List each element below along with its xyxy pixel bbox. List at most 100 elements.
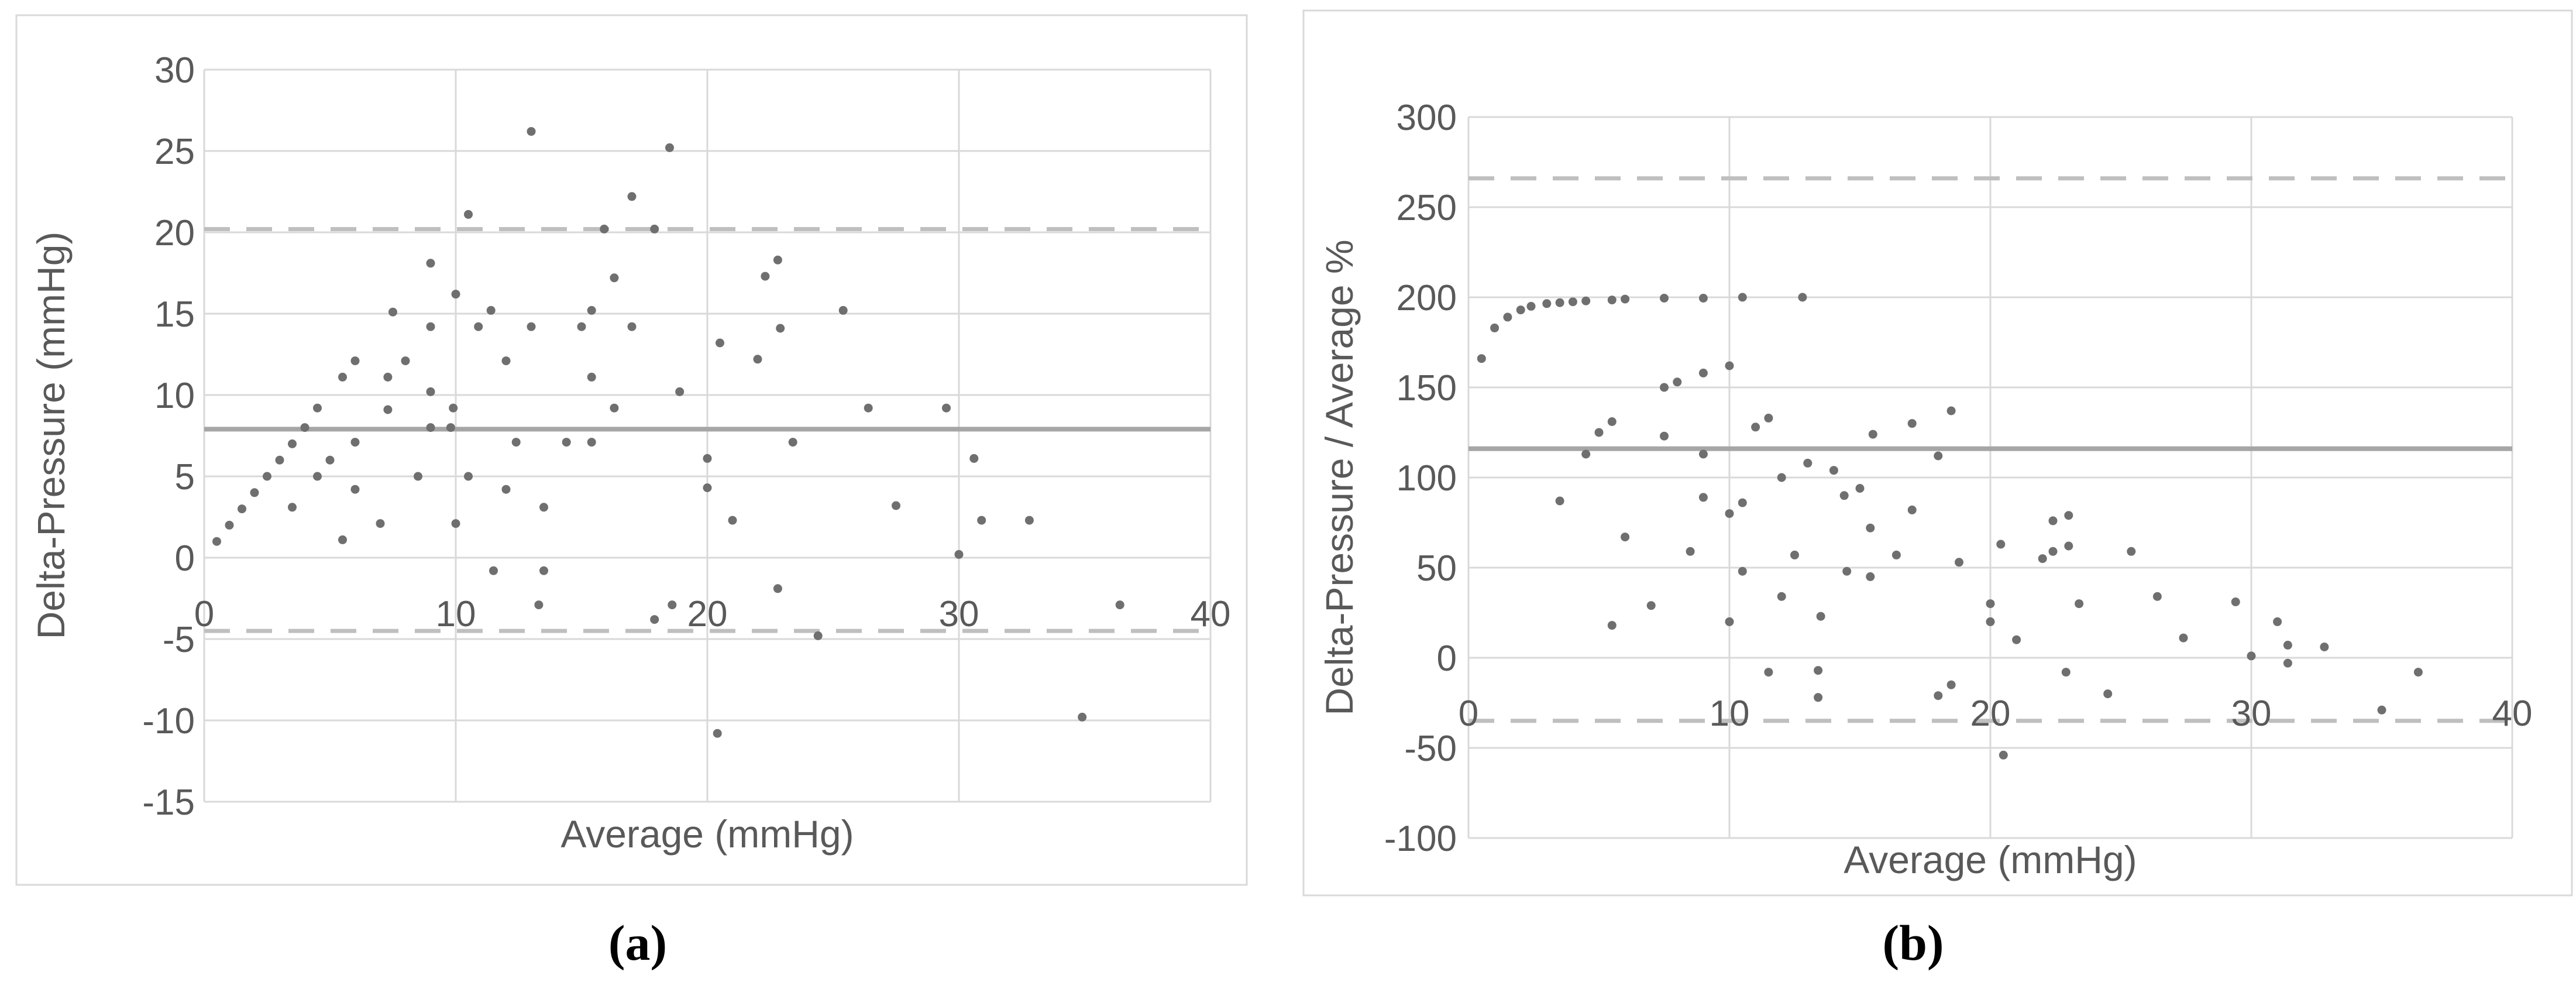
data-point	[1646, 601, 1656, 610]
data-point	[464, 472, 473, 481]
y-tick-label--100: -100	[1384, 819, 1457, 859]
data-point	[1891, 550, 1901, 559]
data-point	[489, 566, 498, 575]
data-point	[1698, 294, 1708, 303]
y-tick-label-15: 15	[154, 294, 195, 335]
y-tick-label-250: 250	[1397, 188, 1457, 228]
data-point	[451, 290, 460, 299]
data-point	[668, 600, 677, 610]
data-point	[1542, 299, 1552, 308]
data-point	[539, 503, 548, 512]
data-point	[1777, 473, 1786, 482]
data-point	[1516, 305, 1525, 315]
y-tick-label-300: 300	[1397, 98, 1457, 138]
data-point	[534, 600, 544, 610]
data-point	[527, 322, 536, 331]
y-tick-labels-b: 300 250 200 150 100 50 0 -50 -100	[1384, 98, 1457, 859]
data-point	[610, 273, 619, 283]
data-point	[1698, 449, 1708, 459]
y-tick-label--50: -50	[1404, 729, 1457, 769]
data-point	[2038, 554, 2047, 564]
data-point	[1738, 293, 1747, 302]
data-point	[501, 356, 511, 366]
data-point	[650, 615, 659, 624]
panel-a-frame	[15, 14, 1248, 886]
panel-a-x-axis-title: Average (mmHg)	[560, 812, 854, 856]
data-point	[776, 324, 785, 333]
data-point	[892, 501, 900, 510]
y-tick-label-0: 0	[175, 538, 195, 579]
data-point	[250, 488, 259, 497]
y-tick-label--15: -15	[142, 782, 195, 823]
data-point	[1738, 566, 1747, 576]
data-point	[716, 338, 724, 348]
data-point	[1790, 550, 1799, 559]
data-point	[451, 519, 460, 528]
data-point	[703, 454, 712, 463]
data-point	[2273, 617, 2282, 626]
data-point	[1996, 540, 2006, 549]
data-points-b	[1477, 293, 2423, 760]
data-point	[2377, 705, 2386, 715]
x-tick-labels-a: 0 10 20 30 40	[194, 594, 1231, 634]
data-point	[773, 584, 782, 593]
data-point	[1946, 406, 1956, 415]
data-point	[2283, 658, 2292, 668]
data-point	[627, 322, 637, 331]
panel-b-y-axis-title: Delta-Pressure / Average %	[1318, 239, 1361, 715]
data-point	[977, 516, 986, 525]
data-point	[1777, 592, 1786, 601]
data-point	[1798, 293, 1807, 302]
data-point	[511, 438, 521, 447]
data-point	[1829, 466, 1838, 475]
x-tick-label-20: 20	[687, 594, 728, 634]
data-point	[587, 305, 596, 315]
data-point	[761, 272, 770, 281]
y-tick-label--5: -5	[163, 620, 195, 660]
data-point	[728, 516, 737, 525]
data-point	[1934, 451, 1943, 461]
data-point	[665, 143, 674, 152]
y-tick-label-200: 200	[1397, 278, 1457, 318]
data-point	[1814, 666, 1823, 675]
data-point	[1814, 693, 1823, 702]
data-point	[713, 729, 722, 738]
data-point	[300, 423, 309, 432]
data-point	[388, 307, 397, 317]
data-point	[350, 356, 360, 366]
data-point	[426, 387, 435, 396]
gridlines-a	[203, 68, 1212, 803]
x-tick-label-0: 0	[1459, 693, 1478, 734]
x-tick-label-20: 20	[1970, 693, 2011, 734]
data-point	[753, 355, 762, 364]
data-point	[1986, 599, 1995, 609]
data-point	[426, 423, 435, 432]
data-point	[1934, 691, 1943, 700]
data-point	[2103, 689, 2113, 699]
data-point	[1607, 417, 1617, 426]
data-point	[212, 537, 221, 546]
x-tick-label-40: 40	[2492, 693, 2533, 734]
data-point	[1673, 377, 1682, 387]
data-point	[1555, 298, 1564, 307]
y-tick-label-30: 30	[154, 50, 195, 91]
data-point	[1660, 431, 1669, 441]
data-point	[1999, 750, 2008, 760]
data-point	[2283, 640, 2292, 650]
data-point	[1660, 294, 1669, 303]
data-point	[1725, 617, 1734, 626]
data-point	[426, 259, 435, 268]
y-tick-label-100: 100	[1397, 458, 1457, 499]
data-point	[1986, 617, 1995, 626]
data-point	[1686, 547, 1695, 556]
data-point	[1698, 368, 1708, 377]
data-point	[1764, 668, 1773, 677]
data-point	[1946, 680, 1956, 689]
data-point	[600, 224, 609, 233]
data-point	[703, 483, 712, 492]
data-point	[627, 192, 637, 201]
data-point	[1568, 297, 1577, 307]
